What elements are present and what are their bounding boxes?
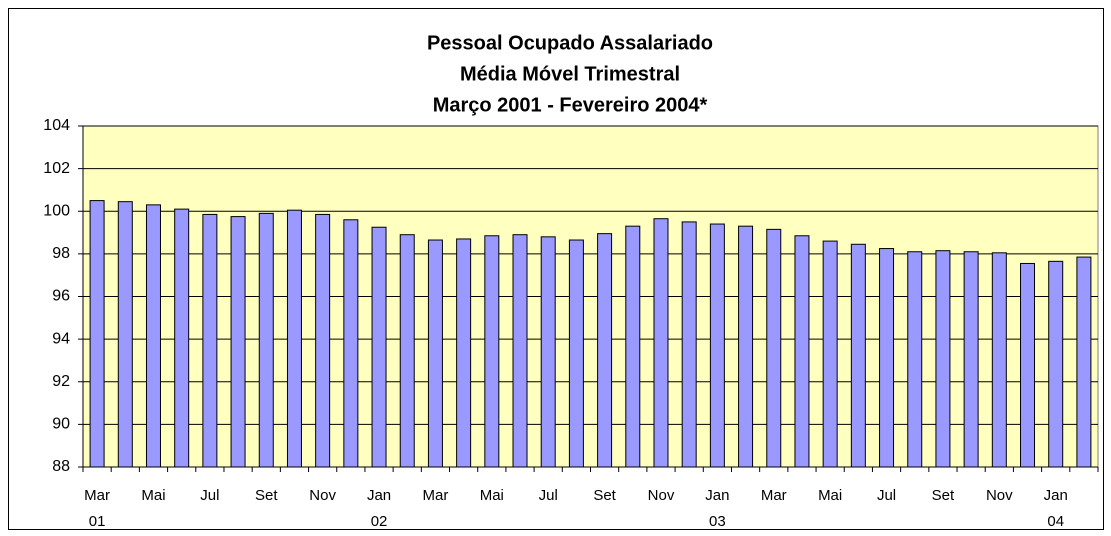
bar <box>963 251 979 468</box>
x-tick-label: Nov <box>309 487 336 504</box>
x-tick-year: 01 <box>89 513 106 530</box>
x-tick-label: Set <box>255 487 278 504</box>
x-tick-label: Nov <box>648 487 675 504</box>
bar <box>879 248 895 468</box>
bar <box>907 251 923 468</box>
bar <box>456 238 472 468</box>
x-tick-label: Jul <box>200 487 219 504</box>
x-tick-label: Mar <box>84 487 110 504</box>
x-tick-label: Mar <box>761 487 787 504</box>
chart-title: Média Móvel Trimestral <box>460 63 680 85</box>
x-tick-label: Mai <box>141 487 165 504</box>
bar <box>822 240 838 468</box>
x-tick-label: Jan <box>367 487 391 504</box>
bar <box>653 218 669 468</box>
bar <box>766 228 782 468</box>
x-tick-label: Jan <box>1044 487 1068 504</box>
bar <box>258 212 274 468</box>
x-tick-label: Jul <box>539 487 558 504</box>
y-tick-label: 100 <box>43 202 70 219</box>
y-tick-label: 104 <box>43 117 70 134</box>
bar <box>625 225 641 468</box>
bar <box>597 233 613 468</box>
x-tick-label: Jul <box>877 487 896 504</box>
bar <box>484 235 500 468</box>
bar <box>202 213 218 468</box>
bar <box>540 236 556 468</box>
bar <box>230 216 246 468</box>
bar <box>427 239 443 468</box>
bar <box>1048 260 1064 468</box>
chart-title: Março 2001 - Fevereiro 2004* <box>433 94 708 116</box>
y-tick-label: 94 <box>52 330 70 347</box>
bar <box>850 243 866 468</box>
y-tick-label: 96 <box>52 288 70 305</box>
bar <box>681 221 697 468</box>
bar <box>315 213 331 468</box>
x-tick-label: Jan <box>705 487 729 504</box>
bar <box>991 252 1007 468</box>
x-tick-year: 03 <box>709 513 726 530</box>
bar <box>1076 256 1092 468</box>
bar <box>371 226 387 468</box>
bar <box>1020 262 1036 468</box>
x-tick-year: 04 <box>1047 513 1064 530</box>
x-tick-label: Mar <box>423 487 449 504</box>
y-tick-label: 98 <box>52 245 70 262</box>
bar <box>738 225 754 468</box>
x-tick-year: 02 <box>371 513 388 530</box>
x-tick-label: Set <box>593 487 616 504</box>
bar <box>286 209 302 468</box>
y-tick-label: 102 <box>43 160 70 177</box>
y-tick-label: 90 <box>52 416 70 433</box>
bar <box>512 234 528 468</box>
bar <box>343 219 359 468</box>
x-tick-label: Mai <box>480 487 504 504</box>
bar <box>709 223 725 468</box>
bar <box>89 200 105 468</box>
x-tick-label: Mai <box>818 487 842 504</box>
bar <box>145 204 161 468</box>
x-tick-label: Set <box>932 487 955 504</box>
bar <box>794 235 810 468</box>
bar <box>174 208 190 468</box>
bar <box>935 250 951 468</box>
x-tick-label: Nov <box>986 487 1013 504</box>
bar <box>117 201 133 468</box>
y-tick-label: 88 <box>52 458 70 475</box>
bar <box>568 239 584 468</box>
y-tick-label: 92 <box>52 373 70 390</box>
bar <box>399 234 415 468</box>
chart-title: Pessoal Ocupado Assalariado <box>427 32 713 54</box>
